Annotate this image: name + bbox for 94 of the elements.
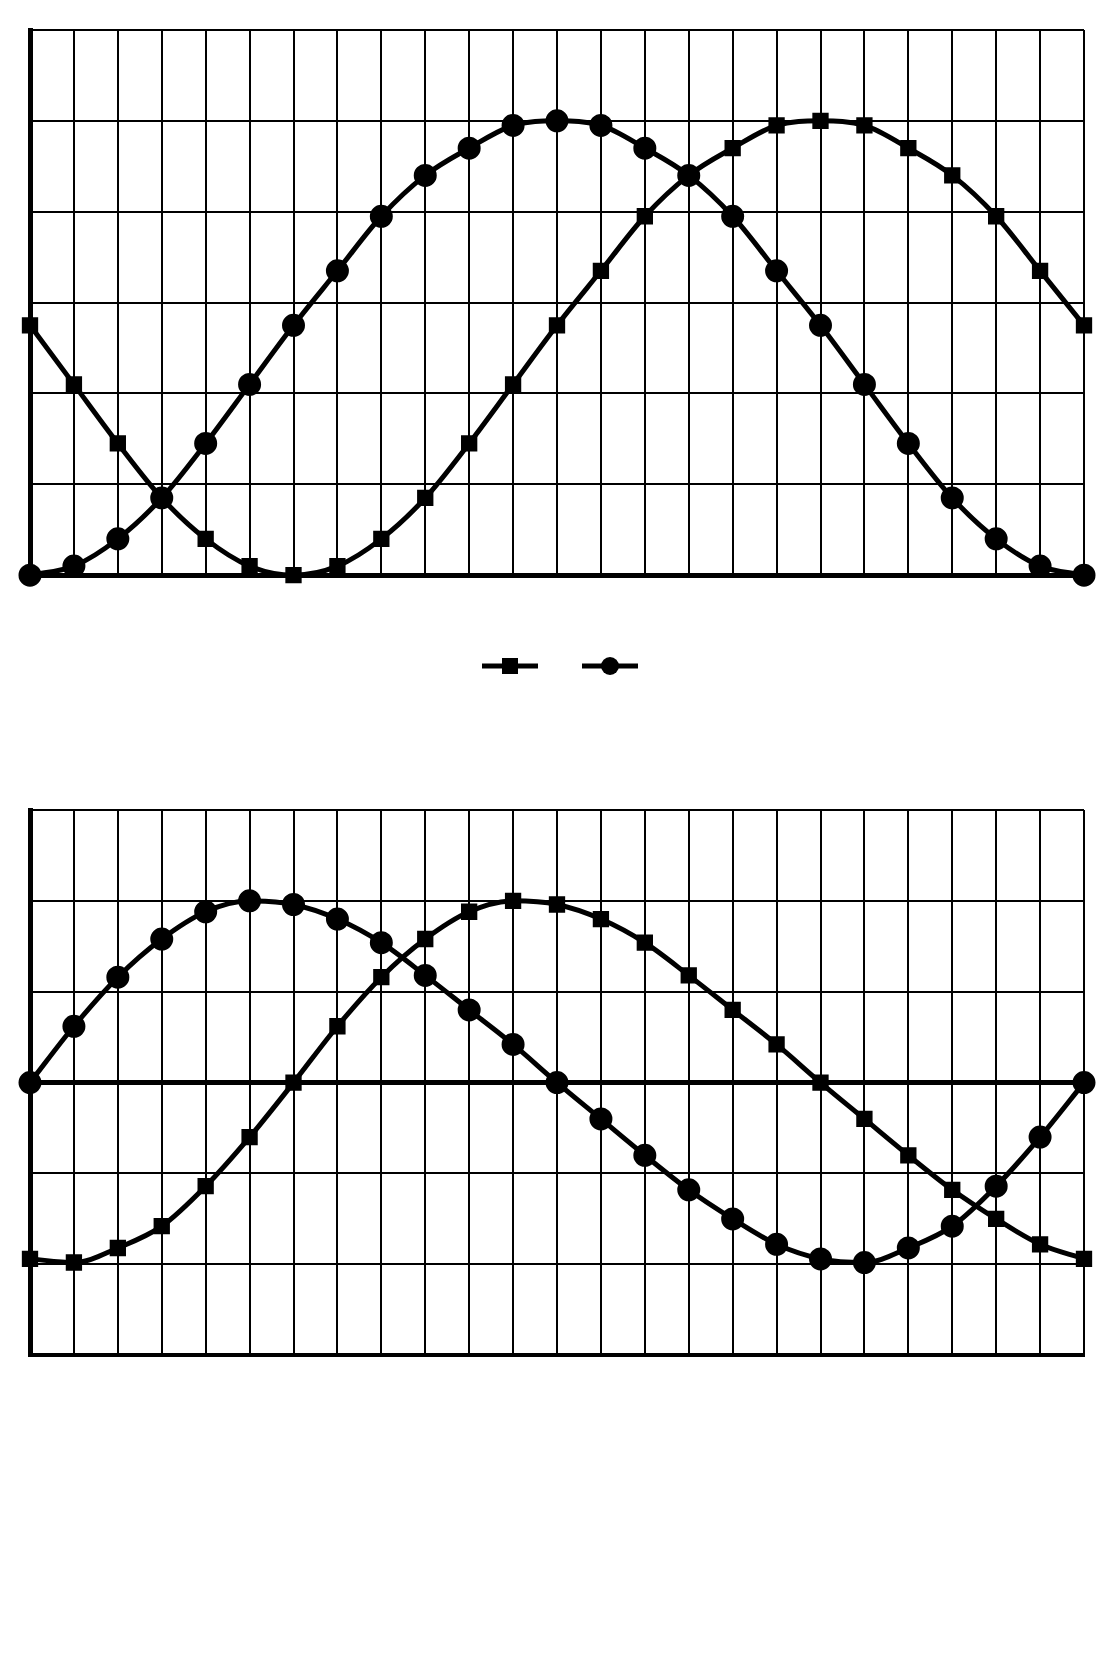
point [852,372,876,396]
point [329,1018,346,1035]
point [238,372,262,396]
point [285,567,302,584]
point [65,376,83,393]
point [680,967,697,984]
point [545,1071,569,1095]
point [812,112,829,130]
point [548,896,566,913]
point [18,1071,42,1095]
point [238,889,262,913]
point [21,1250,39,1268]
point [589,113,613,137]
point [150,927,174,951]
point [940,1214,964,1238]
point [768,1036,785,1053]
point [501,1032,525,1056]
point [1072,563,1096,587]
point [1075,1250,1093,1268]
point [504,376,522,393]
point [325,259,349,283]
point [765,259,789,283]
point [677,1178,701,1202]
point [633,1143,657,1167]
point [62,1014,86,1038]
point [721,1207,745,1231]
point [197,1178,214,1195]
point [1028,1125,1052,1149]
point [988,1210,1005,1228]
point [548,317,566,334]
point [984,527,1008,551]
point [21,317,39,334]
point [1072,1071,1096,1095]
point [900,139,917,157]
point [940,486,964,510]
point [285,1074,302,1091]
point [153,1218,170,1235]
point [724,139,741,157]
point [417,489,434,507]
point [457,998,481,1022]
point [1031,262,1049,279]
point [592,262,610,279]
point [461,435,478,452]
point [944,1181,961,1198]
point [589,1107,613,1131]
point [809,313,832,337]
point [369,931,393,955]
point [633,136,657,160]
point [329,557,346,575]
point [1031,1236,1049,1253]
point [417,930,434,948]
point [241,557,258,575]
point [106,965,130,989]
point [721,204,745,228]
point [765,1232,789,1256]
point [636,208,653,225]
point [109,435,126,452]
point [194,431,218,455]
point [768,117,785,134]
point [988,208,1005,225]
point [545,109,569,133]
point [501,113,525,137]
point [369,204,393,228]
point [856,1110,873,1128]
point [325,907,349,931]
point [724,1001,741,1019]
point [461,903,478,920]
point [636,934,653,951]
point [856,117,873,134]
point [197,530,214,548]
point [504,892,522,910]
point [373,969,390,986]
point [900,1147,917,1164]
point [984,1174,1008,1198]
point [373,530,390,548]
point [18,563,42,587]
point [282,893,305,916]
point [106,527,130,551]
point [812,1074,829,1091]
point [852,1251,876,1275]
point [896,1236,920,1260]
point [241,1128,258,1146]
point [282,313,305,337]
point [413,163,437,187]
point [109,1239,126,1257]
point [194,900,218,924]
point [896,431,920,455]
point [457,136,481,160]
point [1075,317,1093,334]
point [413,963,437,987]
point [592,910,610,928]
point [65,1254,83,1271]
point [944,167,961,184]
point [809,1247,832,1271]
